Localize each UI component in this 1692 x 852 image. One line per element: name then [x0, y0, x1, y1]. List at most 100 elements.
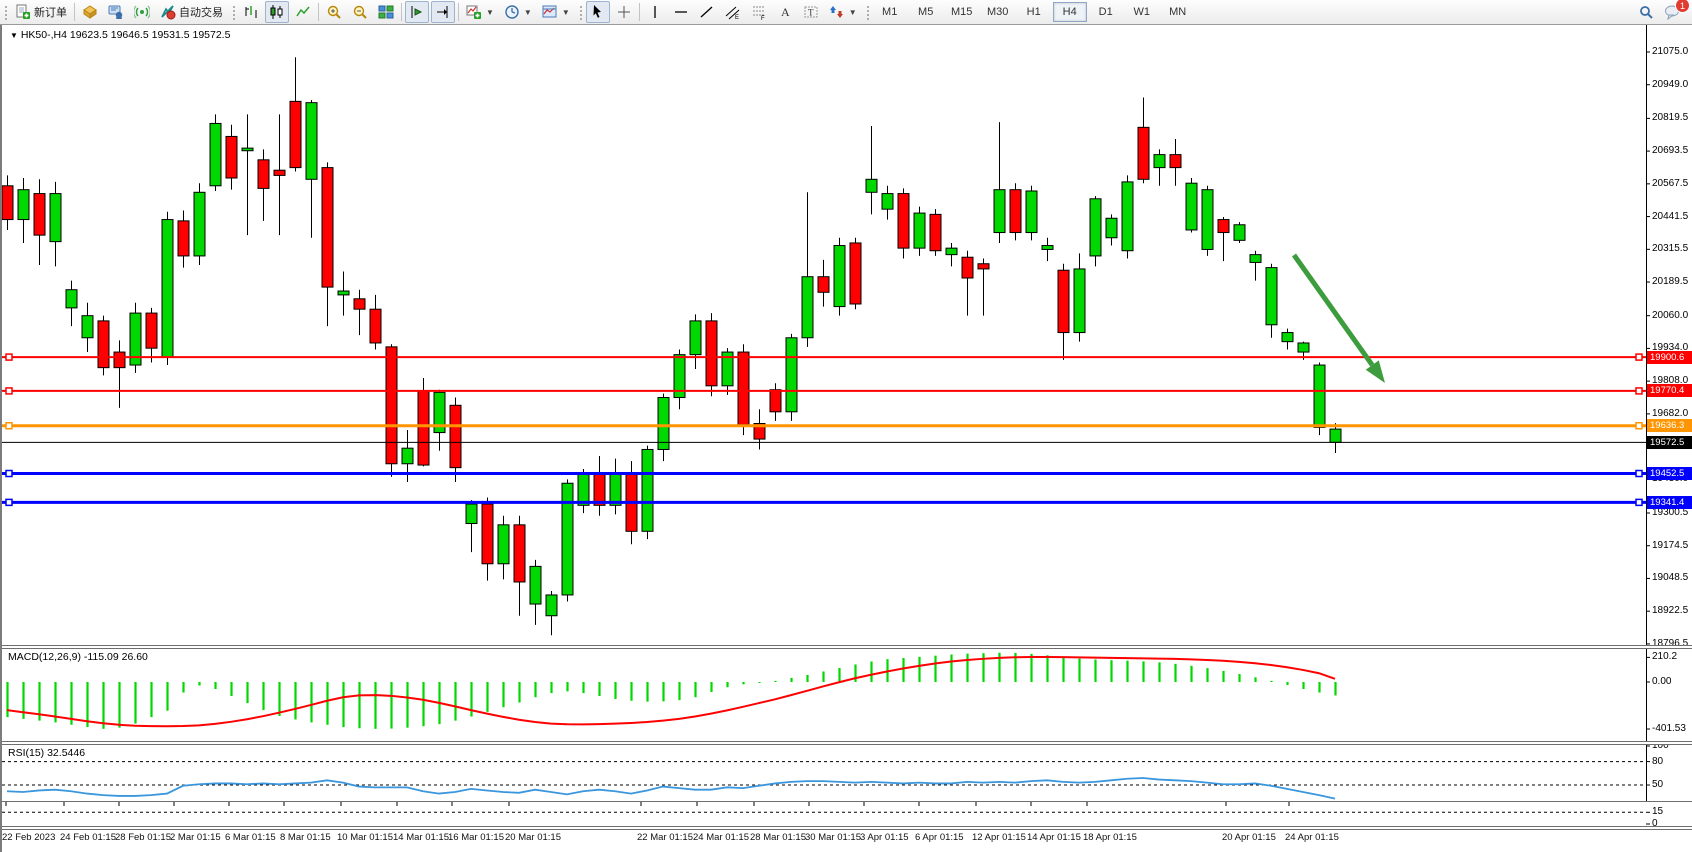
chart-type-group: [238, 0, 316, 24]
time-axis-label: 24 Mar 01:15: [693, 832, 749, 843]
tile-windows-button[interactable]: [374, 1, 398, 23]
time-axis-label: 12 Apr 01:15: [972, 832, 1026, 843]
chart-canvas[interactable]: [2, 25, 1692, 852]
vertical-line-button[interactable]: [643, 1, 667, 23]
notification-badge: 1: [1675, 0, 1690, 13]
price-tick-label: 19934.0: [1652, 342, 1689, 354]
templates-button[interactable]: ▼: [538, 1, 574, 23]
symbol-ohlc-label: HK50-,H4 19623.5 19646.5 19531.5 19572.5: [20, 29, 231, 41]
price-tick-label: 20060.0: [1652, 309, 1689, 321]
trendline-button[interactable]: [695, 1, 719, 23]
drawing-tools-group: E F A T ▼: [642, 0, 862, 24]
price-tick-label: 20949.0: [1652, 78, 1689, 90]
toolbar-separator: [74, 3, 75, 21]
time-axis-label: 20 Mar 01:15: [505, 832, 561, 843]
price-tick-label: 20819.5: [1652, 112, 1689, 124]
price-tick-label: 18922.5: [1652, 605, 1689, 617]
time-axis-label: 6 Mar 01:15: [225, 832, 276, 843]
rsi-tick-label: 100: [1652, 740, 1669, 751]
arrows-dropdown-icon[interactable]: ▼: [848, 7, 857, 17]
timeframe-d1-button[interactable]: D1: [1098, 6, 1113, 18]
chart-shift-button[interactable]: [431, 1, 455, 23]
price-tick-label: 19174.5: [1652, 539, 1689, 551]
equidistant-channel-button[interactable]: E: [721, 1, 745, 23]
tile-windows-icon: [378, 4, 394, 20]
equidistant-channel-icon: E: [725, 4, 741, 20]
indicators-button[interactable]: ▼: [462, 1, 498, 23]
timeframe-mn-button[interactable]: MN: [1169, 6, 1187, 18]
price-tick-label: 20189.5: [1652, 276, 1689, 288]
text-button[interactable]: A: [773, 1, 797, 23]
text-label-button[interactable]: T: [799, 1, 823, 23]
timeframe-m30-button[interactable]: M30: [986, 6, 1009, 18]
time-axis-label: 30 Mar 01:15: [805, 832, 861, 843]
price-tick-label: 19048.5: [1652, 572, 1689, 584]
price-tick-label: 20315.5: [1652, 243, 1689, 255]
quotes-icon: [82, 4, 98, 20]
time-axis-label: 8 Mar 01:15: [280, 832, 331, 843]
bar-chart-button[interactable]: [239, 1, 263, 23]
svg-text:A: A: [781, 5, 790, 19]
market-watch-button[interactable]: [78, 1, 102, 23]
zoom-group: [321, 0, 399, 24]
toolbar-right-group: 1: [1633, 0, 1692, 23]
rsi-tick-label: 50: [1652, 779, 1664, 790]
signals-button[interactable]: [130, 1, 154, 23]
arrows-button[interactable]: ▼: [825, 1, 861, 23]
macd-splitter[interactable]: [2, 645, 1692, 649]
search-button[interactable]: [1634, 1, 1658, 23]
price-tick-label: 21075.0: [1652, 46, 1689, 57]
price-line-badge: 19900.6: [1647, 350, 1692, 364]
toolbar-grip: [3, 4, 8, 20]
time-axis-label: 24 Apr 01:15: [1285, 832, 1339, 843]
line-chart-icon: [295, 4, 311, 20]
horizontal-line-button[interactable]: [669, 1, 693, 23]
timeframe-m5-button[interactable]: M5: [918, 6, 934, 18]
terminal-button[interactable]: [104, 1, 128, 23]
templates-dropdown-icon[interactable]: ▼: [561, 7, 570, 17]
timeframe-m1-button[interactable]: M1: [882, 6, 898, 18]
macd-tick-label: 210.2: [1652, 651, 1678, 663]
auto-scroll-icon: [409, 4, 425, 20]
cursor-button[interactable]: [585, 1, 610, 23]
templates-icon: [542, 4, 558, 20]
rsi-tick-label: 0: [1652, 818, 1658, 829]
auto-trading-button[interactable]: 自动交易: [156, 1, 227, 23]
indicators-dropdown-icon[interactable]: ▼: [486, 7, 494, 17]
price-tick-label: 20693.5: [1652, 145, 1689, 157]
price-tick-label: 19300.5: [1652, 506, 1689, 518]
price-line-badge: 19636.3: [1647, 419, 1692, 433]
signal-icon: [134, 4, 150, 20]
price-tick-label: 18796.5: [1652, 637, 1689, 649]
arrows-icon: [829, 4, 845, 20]
macd-tick-label: 0.00: [1652, 676, 1672, 687]
rsi-label: RSI(15) 32.5446: [8, 747, 86, 759]
cursor-group: [585, 0, 637, 24]
auto-trading-icon: [160, 4, 176, 20]
fibonacci-button[interactable]: F: [747, 1, 771, 23]
symbol-title[interactable]: ▼ HK50-,H4 19623.5 19646.5 19531.5 19572…: [10, 29, 230, 41]
rsi-tick-label: 15: [1652, 806, 1664, 818]
timeframe-h4-button[interactable]: H4: [1052, 2, 1087, 22]
line-chart-button[interactable]: [291, 1, 315, 23]
timeframe-m15-button[interactable]: M15: [950, 6, 973, 18]
zoom-in-icon: [326, 4, 342, 20]
zoom-in-button[interactable]: [322, 1, 346, 23]
auto-scroll-button[interactable]: [405, 1, 429, 23]
candlestick-button[interactable]: [265, 1, 289, 23]
notifications-button[interactable]: 1: [1660, 0, 1690, 23]
macd-label: MACD(12,26,9) -115.09 26.60: [8, 651, 148, 663]
crosshair-button[interactable]: [612, 1, 636, 23]
time-axis-label: 22 Feb 2023: [2, 832, 56, 843]
periods-clock-dropdown-icon[interactable]: ▼: [523, 7, 532, 17]
periods-clock-button[interactable]: ▼: [500, 1, 536, 23]
timeframe-h1-button[interactable]: H1: [1026, 6, 1041, 18]
collapse-icon[interactable]: ▼: [10, 31, 18, 40]
timeframe-w1-button[interactable]: W1: [1133, 6, 1150, 18]
new-order-button[interactable]: 新订单: [11, 1, 71, 23]
new-order-label: 新订单: [34, 7, 67, 19]
zoom-out-button[interactable]: [348, 1, 372, 23]
rsi-splitter[interactable]: [2, 741, 1692, 745]
price-tick-label: 20441.5: [1652, 210, 1689, 222]
